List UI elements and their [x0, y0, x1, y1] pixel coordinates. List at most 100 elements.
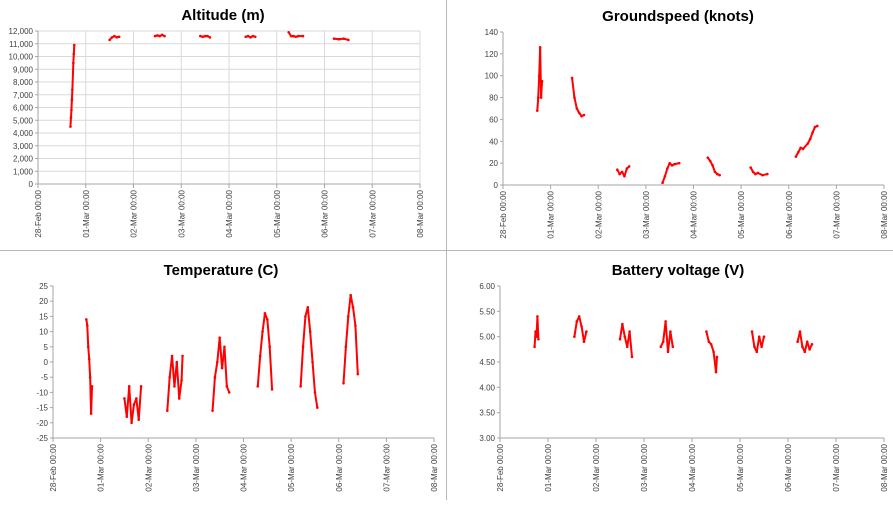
data-point	[123, 397, 126, 400]
data-point	[807, 142, 810, 145]
y-tick-label: 10,000	[9, 53, 34, 62]
x-tick-label: 01-Mar 00:00	[97, 443, 106, 491]
data-point	[108, 39, 111, 42]
data-point	[537, 338, 540, 341]
y-tick-label: 25	[39, 282, 48, 291]
data-point	[342, 37, 345, 40]
data-point	[671, 164, 674, 167]
data-point	[292, 35, 295, 38]
data-point	[816, 125, 819, 128]
series-segment	[215, 362, 217, 377]
series-segment	[87, 326, 88, 347]
data-point	[752, 171, 755, 174]
data-point	[619, 338, 622, 341]
temperature-chart: Temperature (C)-25-20-15-10-505101520252…	[0, 251, 446, 500]
series-segment	[260, 332, 262, 356]
series-segment	[224, 347, 226, 387]
data-point	[662, 340, 665, 343]
data-point	[69, 125, 72, 128]
data-point	[804, 351, 807, 354]
y-tick-label: 9,000	[13, 65, 34, 74]
x-tick-label: 05-Mar 00:00	[287, 443, 296, 491]
x-tick-label: 03-Mar 00:00	[640, 443, 649, 491]
series-segment	[89, 359, 90, 377]
series-segment	[584, 332, 586, 342]
data-point	[347, 315, 350, 318]
data-point	[201, 35, 204, 38]
data-point	[631, 356, 634, 359]
chart-title: Altitude (m)	[181, 7, 264, 24]
data-point	[796, 340, 799, 343]
series-segment	[537, 316, 538, 339]
data-point	[118, 35, 121, 38]
y-tick-label: 0	[29, 180, 34, 189]
data-point	[299, 385, 302, 388]
x-tick-label: 04-Mar 00:00	[240, 443, 249, 491]
x-tick-label: 28-Feb 00:00	[499, 190, 508, 238]
data-point	[809, 138, 812, 141]
data-point	[73, 53, 76, 56]
data-point	[576, 107, 579, 110]
y-tick-label: -25	[36, 434, 48, 443]
series-segment	[579, 316, 581, 326]
data-point	[678, 162, 681, 165]
data-point	[178, 397, 181, 400]
data-point	[749, 166, 752, 169]
data-point	[706, 156, 709, 159]
y-tick-label: 6,000	[13, 104, 34, 113]
data-point	[536, 315, 539, 318]
data-point	[766, 173, 769, 176]
data-point	[578, 112, 581, 115]
y-tick-label: 4.50	[479, 358, 495, 367]
data-point	[673, 163, 676, 166]
data-point	[352, 306, 355, 309]
data-point	[137, 418, 140, 421]
data-point	[624, 335, 627, 338]
x-tick-label: 06-Mar 00:00	[335, 443, 344, 491]
data-point	[580, 325, 583, 328]
data-point	[249, 36, 252, 39]
data-point	[161, 34, 164, 37]
battery-voltage-chart: Battery voltage (V)3.003.504.004.505.005…	[447, 251, 893, 500]
data-point	[705, 330, 708, 333]
data-point	[708, 340, 711, 343]
series-segment	[179, 380, 181, 398]
series-segment	[301, 347, 303, 387]
data-point	[70, 109, 73, 112]
horizontal-divider	[0, 250, 893, 251]
data-point	[760, 346, 763, 349]
x-tick-label: 28-Feb 00:00	[496, 443, 505, 491]
series-segment	[310, 332, 312, 362]
data-point	[221, 367, 224, 370]
data-point	[799, 330, 802, 333]
data-point	[264, 312, 267, 315]
data-point	[226, 385, 229, 388]
chart-title: Temperature (C)	[164, 262, 279, 279]
series-segment	[303, 316, 305, 346]
x-tick-label: 04-Mar 00:00	[688, 443, 697, 491]
y-tick-label: 6.00	[479, 282, 495, 291]
x-tick-label: 01-Mar 00:00	[544, 443, 553, 491]
data-point	[156, 34, 159, 37]
y-tick-label: -5	[41, 373, 49, 382]
x-tick-label: 04-Mar 00:00	[690, 190, 699, 238]
data-point	[111, 36, 114, 39]
data-point	[345, 346, 348, 349]
data-point	[91, 385, 94, 388]
series-segment	[72, 63, 73, 90]
x-tick-label: 06-Mar 00:00	[321, 189, 330, 237]
data-point	[667, 351, 670, 354]
data-point	[538, 74, 541, 77]
series-segment	[538, 76, 539, 98]
data-point	[668, 162, 671, 165]
series-segment	[716, 357, 717, 372]
data-point	[806, 340, 809, 343]
data-point	[660, 346, 663, 349]
chart-title: Battery voltage (V)	[612, 262, 745, 279]
series-segment	[213, 377, 215, 410]
data-point	[716, 356, 719, 359]
series-segment	[167, 377, 169, 410]
y-tick-label: 80	[489, 94, 498, 103]
